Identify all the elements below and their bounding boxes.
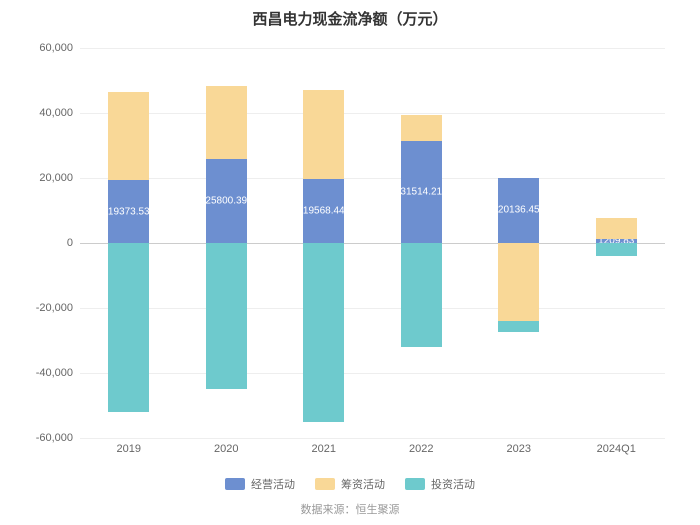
legend-label: 投资活动 — [431, 476, 475, 492]
legend-swatch — [315, 478, 335, 490]
legend-item: 筹资活动 — [315, 476, 385, 492]
bar-investing — [596, 243, 637, 256]
y-axis-label: 60,000 — [39, 42, 73, 54]
bar-value-label: 20136.45 — [498, 205, 540, 216]
legend-label: 筹资活动 — [341, 476, 385, 492]
x-axis-label: 2021 — [312, 443, 336, 455]
legend-swatch — [225, 478, 245, 490]
legend: 经营活动 筹资活动 投资活动 — [0, 476, 700, 493]
y-axis-label: 0 — [67, 237, 73, 249]
bar-investing — [498, 321, 539, 332]
bar-investing — [206, 243, 247, 389]
legend-swatch — [405, 478, 425, 490]
bar-investing — [303, 243, 344, 422]
gridline — [80, 113, 665, 114]
legend-label: 经营活动 — [251, 476, 295, 492]
plot-area: -60,000-40,000-20,000020,00040,00060,000… — [80, 48, 665, 438]
chart-title: 西昌电力现金流净额（万元） — [0, 0, 700, 29]
gridline — [80, 178, 665, 179]
bar-financing — [401, 115, 442, 141]
bar-financing — [498, 243, 539, 321]
gridline — [80, 243, 665, 244]
y-axis-label: -20,000 — [36, 302, 73, 314]
legend-item: 投资活动 — [405, 476, 475, 492]
x-axis-label: 2022 — [409, 443, 433, 455]
data-source: 数据来源：恒生聚源 — [0, 501, 700, 517]
gridline — [80, 438, 665, 439]
bar-value-label: 19373.53 — [108, 206, 150, 217]
y-axis-label: -60,000 — [36, 432, 73, 444]
bar-value-label: 31514.21 — [400, 186, 442, 197]
bar-investing — [108, 243, 149, 412]
bar-investing — [401, 243, 442, 347]
gridline — [80, 308, 665, 309]
y-axis-label: 20,000 — [39, 172, 73, 184]
bar-financing — [206, 86, 247, 159]
y-axis-label: 40,000 — [39, 107, 73, 119]
bar-financing — [596, 218, 637, 239]
x-axis-label: 2023 — [507, 443, 531, 455]
x-axis-label: 2024Q1 — [597, 443, 636, 455]
x-axis-label: 2020 — [214, 443, 238, 455]
chart-area: -60,000-40,000-20,000020,00040,00060,000… — [80, 48, 665, 438]
bar-financing — [108, 92, 149, 180]
legend-item: 经营活动 — [225, 476, 295, 492]
bar-value-label: 25800.39 — [205, 196, 247, 207]
bar-financing — [303, 90, 344, 179]
x-axis-label: 2019 — [117, 443, 141, 455]
gridline — [80, 48, 665, 49]
y-axis-label: -40,000 — [36, 367, 73, 379]
bar-value-label: 19568.44 — [303, 206, 345, 217]
gridline — [80, 373, 665, 374]
